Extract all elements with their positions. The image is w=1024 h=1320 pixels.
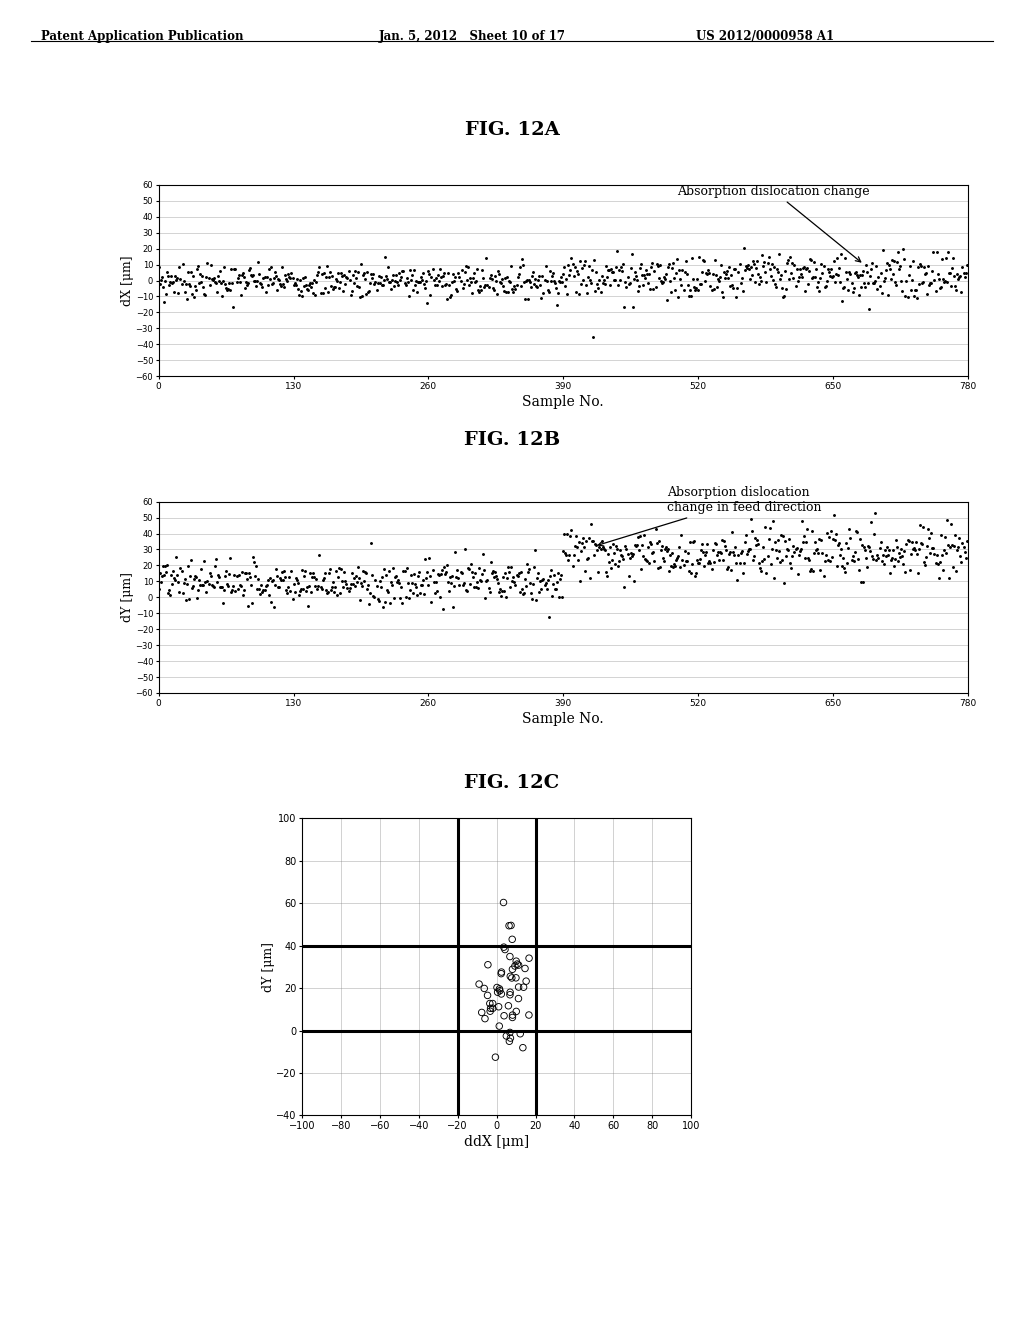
X-axis label: Sample No.: Sample No.	[522, 395, 604, 409]
Text: FIG. 12A: FIG. 12A	[465, 120, 559, 139]
Point	[473, 1002, 489, 1023]
Point	[502, 982, 518, 1003]
Point	[510, 977, 526, 998]
Point	[496, 1006, 512, 1027]
Y-axis label: dY [μm]: dY [μm]	[121, 573, 134, 622]
Point	[493, 964, 509, 985]
Text: Absorption dislocation change: Absorption dislocation change	[677, 185, 870, 261]
Text: Absorption dislocation
change in feed direction: Absorption dislocation change in feed di…	[598, 486, 821, 546]
Point	[500, 995, 516, 1016]
Text: FIG. 12C: FIG. 12C	[464, 774, 560, 792]
Point	[487, 1047, 504, 1068]
Point	[479, 954, 496, 975]
Point	[521, 948, 538, 969]
Point	[510, 954, 526, 975]
Point	[498, 1026, 514, 1047]
Text: Jan. 5, 2012   Sheet 10 of 17: Jan. 5, 2012 Sheet 10 of 17	[379, 30, 566, 44]
Point	[502, 1027, 518, 1048]
Point	[504, 968, 520, 989]
Point	[501, 915, 517, 936]
Y-axis label: dY [μm]: dY [μm]	[262, 942, 274, 991]
Point	[494, 961, 510, 982]
Point	[479, 985, 496, 1006]
Point	[471, 974, 487, 995]
Point	[484, 993, 501, 1014]
Point	[482, 1001, 499, 1022]
Point	[496, 892, 512, 913]
Point	[508, 950, 524, 972]
Point	[502, 985, 518, 1006]
Point	[496, 937, 512, 958]
Point	[501, 1031, 517, 1052]
Point	[476, 978, 493, 999]
Point	[510, 987, 526, 1008]
Point	[482, 998, 499, 1019]
Point	[518, 970, 535, 991]
Point	[509, 953, 525, 974]
Point	[504, 929, 520, 950]
Point	[512, 1023, 528, 1044]
Point	[492, 981, 508, 1002]
Point	[484, 998, 501, 1019]
Point	[481, 993, 498, 1014]
Point	[494, 983, 510, 1005]
Text: US 2012/0000958 A1: US 2012/0000958 A1	[696, 30, 835, 44]
Text: Patent Application Publication: Patent Application Publication	[41, 30, 244, 44]
Point	[517, 958, 534, 979]
Point	[504, 1007, 520, 1028]
Point	[521, 1005, 538, 1026]
Point	[502, 966, 518, 987]
Point	[515, 977, 531, 998]
Point	[508, 1001, 524, 1022]
Y-axis label: dX [μm]: dX [μm]	[121, 255, 134, 306]
Point	[489, 982, 506, 1003]
Point	[502, 946, 518, 968]
X-axis label: Sample No.: Sample No.	[522, 711, 604, 726]
Point	[505, 1005, 521, 1026]
Point	[504, 958, 520, 979]
Point	[508, 968, 524, 989]
Point	[502, 1022, 518, 1043]
X-axis label: ddX [μm]: ddX [μm]	[464, 1135, 529, 1150]
Point	[492, 1015, 508, 1036]
Point	[507, 956, 523, 977]
Point	[488, 977, 505, 998]
Point	[515, 1038, 531, 1059]
Point	[490, 997, 507, 1018]
Point	[492, 978, 508, 999]
Point	[477, 1008, 494, 1030]
Point	[503, 915, 519, 936]
Text: FIG. 12B: FIG. 12B	[464, 430, 560, 449]
Point	[497, 939, 513, 960]
